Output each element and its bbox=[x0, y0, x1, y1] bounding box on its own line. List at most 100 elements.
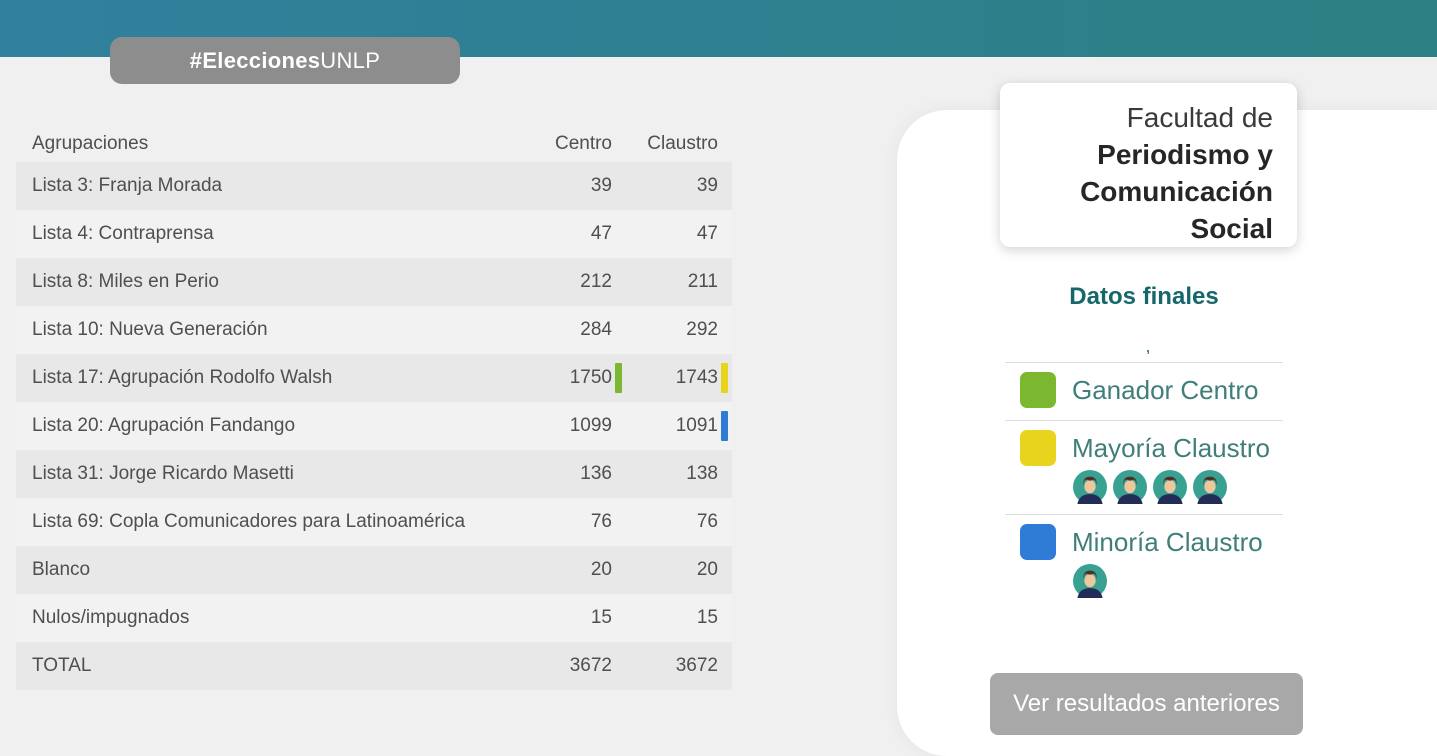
table-row: Lista 69: Copla Comunicadores para Latin… bbox=[16, 498, 732, 546]
blue-swatch bbox=[1020, 524, 1056, 560]
legend-item-mayoria-claustro: Mayoría Claustro bbox=[1005, 430, 1283, 466]
legend-label: Mayoría Claustro bbox=[1072, 432, 1270, 463]
faculty-name-line: Periodismo y bbox=[1097, 139, 1273, 170]
table-header-row: Agrupaciones Centro Claustro bbox=[16, 120, 732, 162]
person-avatar-icon bbox=[1153, 470, 1187, 504]
hashtag-bold-text: #Elecciones bbox=[189, 47, 321, 73]
person-avatar-icon bbox=[1113, 470, 1147, 504]
table-row: Lista 4: Contraprensa 47 47 bbox=[16, 210, 732, 258]
claustro-votes: 76 bbox=[696, 511, 718, 532]
centro-marker bbox=[615, 507, 622, 537]
table-body: Lista 3: Franja Morada 39 39 Lista 4: Co… bbox=[16, 162, 732, 690]
list-name: Blanco bbox=[32, 559, 91, 580]
green-swatch bbox=[1020, 372, 1056, 408]
list-name: Lista 69: Copla Comunicadores para Latin… bbox=[32, 511, 466, 532]
claustro-votes: 211 bbox=[687, 271, 718, 292]
centro-marker bbox=[615, 219, 622, 249]
list-name: Lista 31: Jorge Ricardo Masetti bbox=[32, 463, 294, 484]
person-avatar-icon bbox=[1193, 470, 1227, 504]
faculty-name-line: Comunicación bbox=[1080, 176, 1273, 207]
list-name: Lista 4: Contraprensa bbox=[32, 223, 214, 244]
centro-marker bbox=[615, 411, 622, 441]
list-name: Lista 3: Franja Morada bbox=[32, 175, 223, 196]
centro-votes: 212 bbox=[580, 271, 612, 292]
centro-votes: 1750 bbox=[569, 367, 612, 388]
previous-results-button[interactable]: Ver resultados anteriores bbox=[990, 673, 1303, 735]
yellow-swatch bbox=[1020, 430, 1056, 466]
centro-marker bbox=[615, 267, 622, 297]
centro-marker bbox=[615, 459, 622, 489]
claustro-marker bbox=[721, 219, 728, 249]
hashtag-regular-text: UNLP bbox=[320, 47, 381, 73]
claustro-votes: 138 bbox=[686, 463, 718, 484]
legend-divider bbox=[1005, 420, 1283, 421]
list-name: Lista 17: Agrupación Rodolfo Walsh bbox=[32, 367, 333, 388]
legend-divider bbox=[1005, 362, 1283, 363]
faculty-prefix: Facultad de bbox=[1126, 102, 1273, 133]
centro-votes: 76 bbox=[590, 511, 612, 532]
legend: Ganador Centro Mayoría Claustro bbox=[1005, 362, 1283, 608]
centro-votes: 136 bbox=[580, 463, 612, 484]
claustro-marker bbox=[721, 315, 728, 345]
faculty-name-line: Social bbox=[1190, 213, 1273, 244]
centro-votes: 15 bbox=[590, 607, 612, 628]
claustro-minority-marker bbox=[721, 411, 728, 441]
claustro-votes: 47 bbox=[696, 223, 718, 244]
centro-votes: 3672 bbox=[569, 655, 612, 676]
claustro-marker bbox=[721, 459, 728, 489]
centro-marker bbox=[615, 651, 622, 681]
table-row: Lista 3: Franja Morada 39 39 bbox=[16, 162, 732, 210]
list-name: Lista 20: Agrupación Fandango bbox=[32, 415, 296, 436]
centro-marker bbox=[615, 555, 622, 585]
legend-item-ganador-centro: Ganador Centro bbox=[1005, 372, 1283, 408]
centro-votes: 39 bbox=[590, 175, 612, 196]
column-header-agrupaciones: Agrupaciones bbox=[32, 133, 149, 154]
claustro-marker bbox=[721, 507, 728, 537]
table-row: Lista 31: Jorge Ricardo Masetti 136 138 bbox=[16, 450, 732, 498]
table-row-winner: Lista 17: Agrupación Rodolfo Walsh 1750 … bbox=[16, 354, 732, 402]
centro-votes: 20 bbox=[590, 559, 612, 580]
faculty-title-card: Facultad de Periodismo y Comunicación So… bbox=[1000, 83, 1297, 247]
list-name: Lista 8: Miles en Perio bbox=[32, 271, 219, 292]
centro-marker bbox=[615, 315, 622, 345]
claustro-marker bbox=[721, 555, 728, 585]
claustro-votes: 1743 bbox=[675, 367, 718, 388]
claustro-votes: 15 bbox=[696, 607, 718, 628]
person-avatar-icon bbox=[1073, 470, 1107, 504]
column-header-centro: Centro bbox=[554, 133, 612, 154]
hashtag-badge: #Elecciones UNLP bbox=[110, 37, 460, 84]
minoria-seat-avatars bbox=[1073, 564, 1283, 598]
legend-label: Minoría Claustro bbox=[1072, 526, 1263, 557]
centro-votes: 47 bbox=[590, 223, 612, 244]
column-header-claustro: Claustro bbox=[647, 133, 718, 154]
claustro-votes: 3672 bbox=[675, 655, 718, 676]
legend-divider bbox=[1005, 514, 1283, 515]
list-name: Nulos/impugnados bbox=[32, 607, 190, 628]
centro-votes: 1099 bbox=[569, 415, 612, 436]
centro-votes: 284 bbox=[580, 319, 612, 340]
table-row: Lista 10: Nueva Generación 284 292 bbox=[16, 306, 732, 354]
legend-label: Ganador Centro bbox=[1072, 374, 1259, 405]
claustro-votes: 1091 bbox=[675, 415, 718, 436]
table-row: Lista 8: Miles en Perio 212 211 bbox=[16, 258, 732, 306]
centro-winner-marker bbox=[615, 363, 622, 393]
centro-marker bbox=[615, 603, 622, 633]
claustro-votes: 292 bbox=[686, 319, 718, 340]
results-table: Agrupaciones Centro Claustro Lista 3: Fr… bbox=[16, 120, 732, 690]
person-avatar-icon bbox=[1073, 564, 1107, 598]
table-row-blanco: Blanco 20 20 bbox=[16, 546, 732, 594]
table-row-total: TOTAL 3672 3672 bbox=[16, 642, 732, 690]
claustro-marker bbox=[721, 651, 728, 681]
claustro-votes: 39 bbox=[696, 175, 718, 196]
list-name: Lista 10: Nueva Generación bbox=[32, 319, 268, 340]
table-row-nulos: Nulos/impugnados 15 15 bbox=[16, 594, 732, 642]
list-name: TOTAL bbox=[32, 655, 92, 676]
claustro-majority-marker bbox=[721, 363, 728, 393]
claustro-marker bbox=[721, 603, 728, 633]
claustro-marker bbox=[721, 171, 728, 201]
centro-marker bbox=[615, 171, 622, 201]
legend-item-minoria-claustro: Minoría Claustro bbox=[1005, 524, 1283, 560]
table-row-minority: Lista 20: Agrupación Fandango 1099 1091 bbox=[16, 402, 732, 450]
stray-mark: , bbox=[1146, 340, 1150, 355]
